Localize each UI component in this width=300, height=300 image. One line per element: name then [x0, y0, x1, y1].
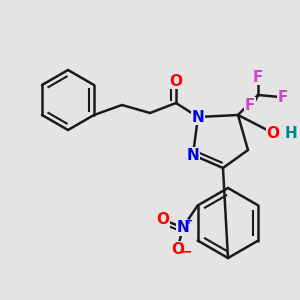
- Text: N: N: [176, 220, 189, 235]
- Text: F: F: [278, 89, 288, 104]
- Text: N: N: [187, 148, 200, 163]
- Text: F: F: [253, 70, 263, 85]
- Text: O: O: [156, 212, 169, 227]
- Text: O: O: [266, 125, 280, 140]
- Text: O: O: [171, 242, 184, 257]
- Text: F: F: [245, 98, 255, 112]
- Text: N: N: [192, 110, 204, 124]
- Text: O: O: [169, 74, 182, 88]
- Text: −: −: [181, 244, 193, 259]
- Text: H: H: [285, 125, 297, 140]
- Text: +: +: [184, 215, 193, 226]
